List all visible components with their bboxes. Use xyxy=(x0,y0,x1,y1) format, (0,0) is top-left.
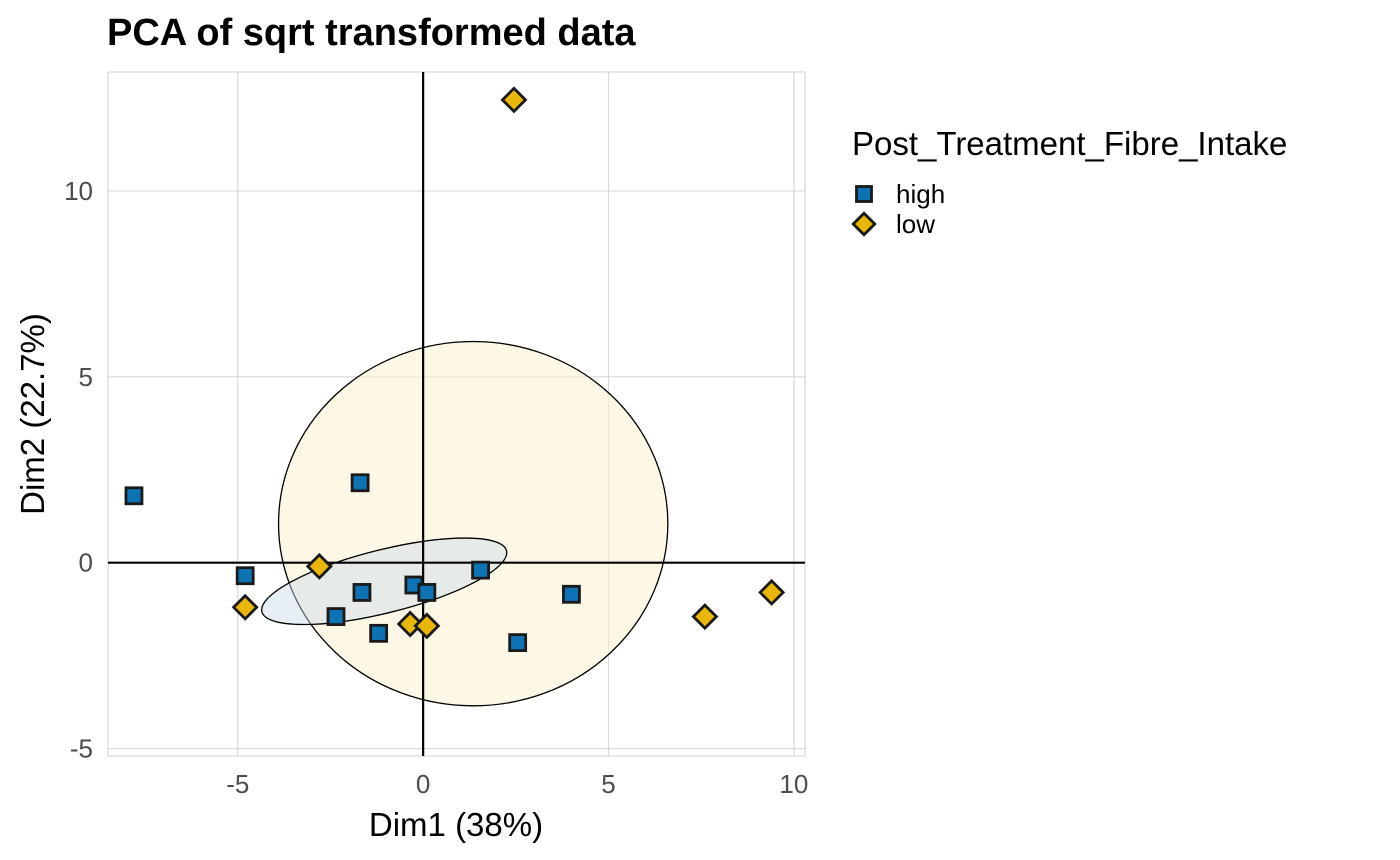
point-low xyxy=(758,578,786,606)
point-high xyxy=(350,473,370,493)
x-tick-label: 5 xyxy=(601,769,615,799)
x-tick-label: 0 xyxy=(416,769,430,799)
point-low xyxy=(305,552,333,580)
point-high xyxy=(352,583,372,602)
legend-key-low xyxy=(851,211,877,237)
legend-title: Post_Treatment_Fibre_Intake xyxy=(852,125,1287,162)
legend-label-high: high xyxy=(896,179,945,209)
x-axis-title: Dim1 (38%) xyxy=(369,806,543,843)
tick-labels: -5 0 5 10 -5 0 5 10 xyxy=(64,176,808,799)
y-tick-label: -5 xyxy=(70,734,93,764)
chart-title: PCA of sqrt transformed data xyxy=(107,12,636,54)
point-high xyxy=(508,633,528,653)
y-tick-label: 5 xyxy=(79,362,93,392)
point-low xyxy=(413,612,441,640)
y-tick-label: 10 xyxy=(64,176,93,206)
data-points xyxy=(124,86,786,653)
confidence-ellipse-low xyxy=(277,340,669,707)
confidence-ellipses xyxy=(261,340,669,707)
point-high xyxy=(417,583,437,602)
point-high xyxy=(326,607,346,626)
point-low xyxy=(691,603,719,631)
point-high xyxy=(562,584,581,604)
x-tick-label: -5 xyxy=(226,769,249,799)
legend-label-low: low xyxy=(896,209,935,239)
point-low xyxy=(231,593,259,621)
legend-key-high xyxy=(855,185,873,203)
confidence-ellipse-high xyxy=(261,537,508,626)
x-tick-label: 10 xyxy=(779,769,808,799)
point-low xyxy=(396,610,424,638)
point-high xyxy=(471,560,490,580)
point-high xyxy=(124,486,144,506)
reference-lines xyxy=(108,72,805,756)
y-tick-label: 0 xyxy=(79,548,93,578)
point-high xyxy=(235,566,255,586)
point-high xyxy=(369,623,389,643)
point-low xyxy=(500,86,528,114)
y-axis-title: Dim2 (22.7%) xyxy=(14,313,51,515)
